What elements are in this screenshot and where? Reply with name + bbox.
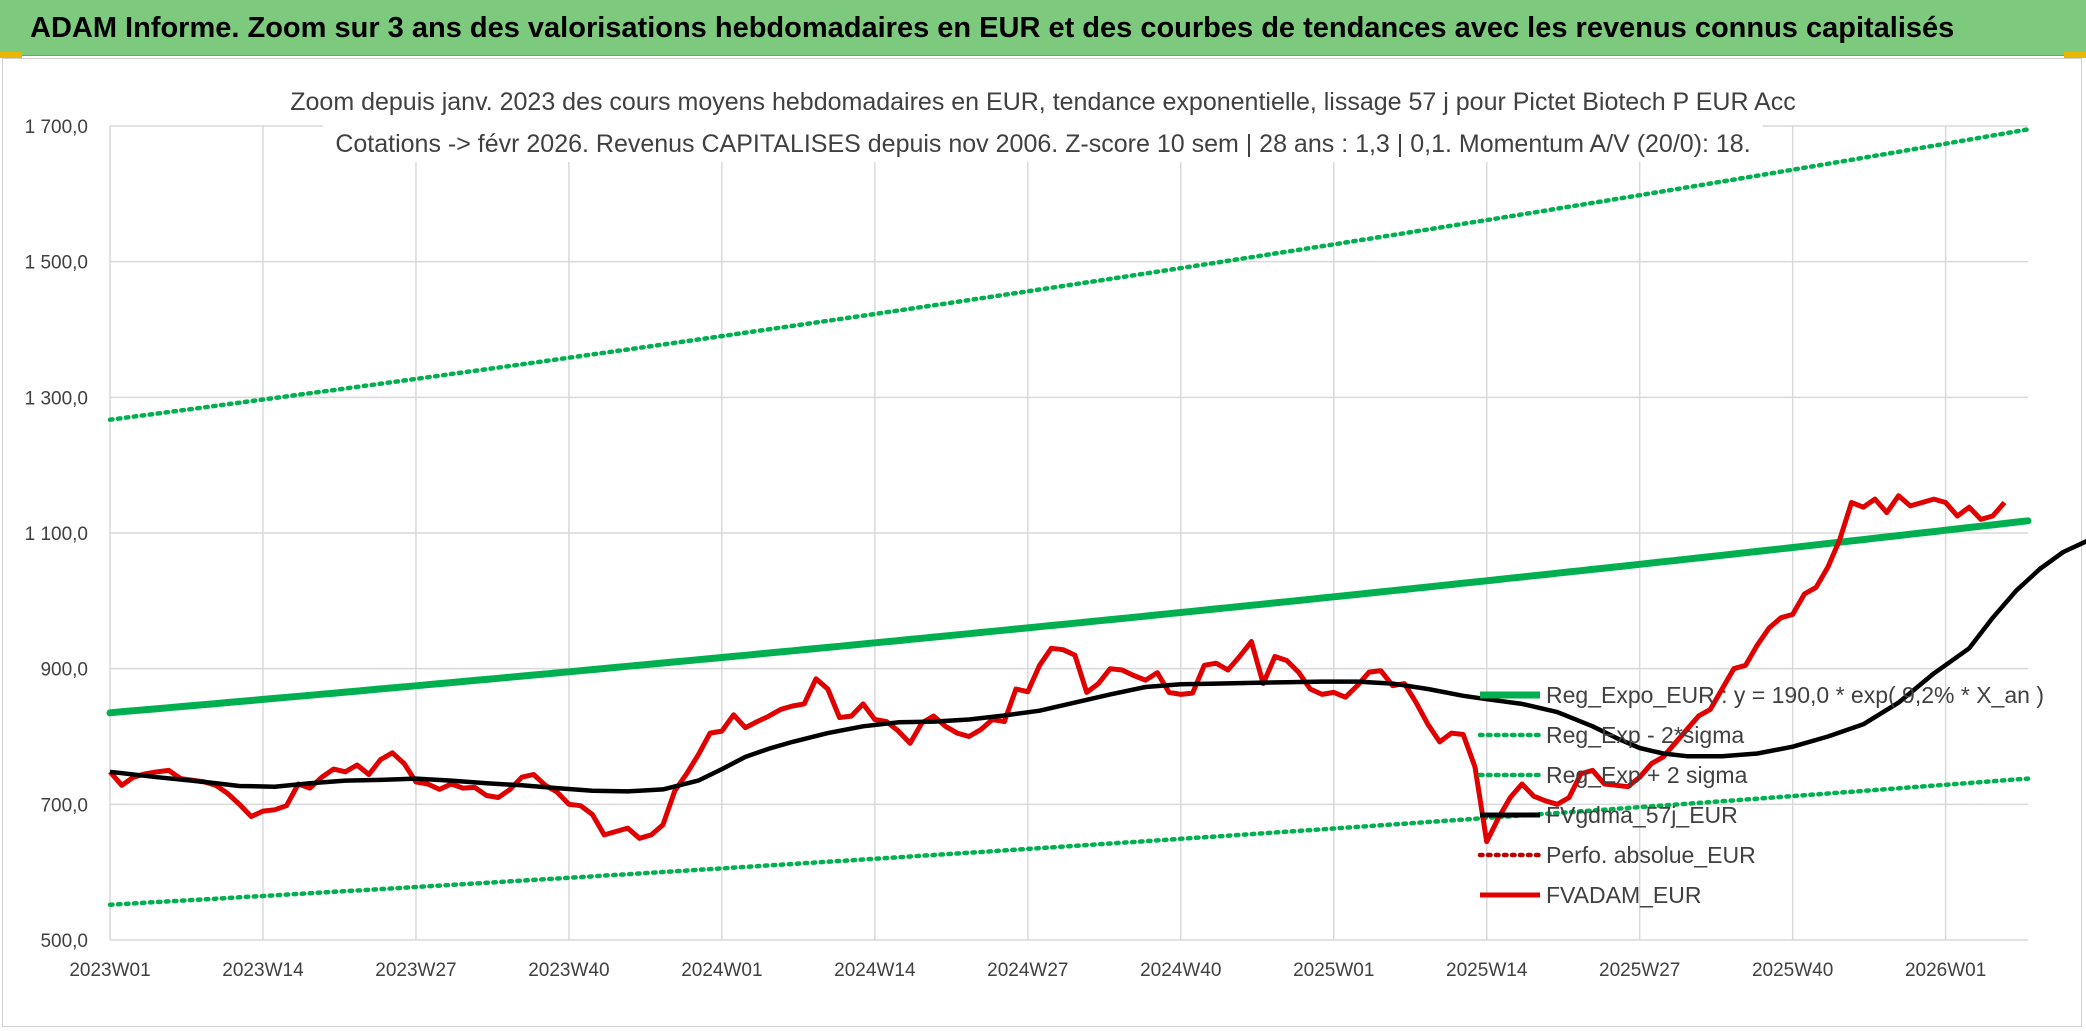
y-tick-label: 1 300,0 [25, 388, 88, 409]
legend-label-reg_expo: Reg_Expo_EUR : y = 190,0 * exp( 9,2% * X… [1546, 682, 2044, 708]
series-line-fvadam [108, 493, 2007, 845]
legend-label-perfo: Perfo. absolue_EUR [1546, 842, 1756, 868]
chart-title-line: Zoom depuis janv. 2023 des cours moyens … [290, 88, 1796, 116]
series-line-upper [107, 127, 2031, 422]
y-tick-label: 1 700,0 [25, 117, 88, 138]
x-tick-label: 2024W14 [834, 960, 916, 981]
legend-label-lower: Reg_Exp - 2*sigma [1546, 722, 1744, 748]
y-axis: 500,0 700,0 900,0 1 100,0 1 300,0 1 500,0 1 70… [25, 117, 88, 952]
series-line-fvgdma [109, 538, 2086, 794]
legend: Reg_Expo_EUR : y = 190,0 * exp( 9,2% * X… [1477, 682, 2044, 908]
chart-title-bg [323, 122, 1763, 162]
x-tick-label: 2024W01 [681, 960, 762, 981]
report-banner: ADAM Informe. Zoom sur 3 ans des valoris… [0, 0, 2086, 56]
y-tick-label: 900,0 [40, 660, 88, 681]
x-tick-label: 2025W01 [1293, 960, 1374, 981]
x-axis: 2023W01 2023W14 2023W27 2023W40 2024W01 2024W… [69, 960, 1986, 981]
x-tick-label: 2025W40 [1752, 960, 1833, 981]
x-tick-label: 2023W14 [222, 960, 304, 981]
x-tick-label: 2025W14 [1446, 960, 1528, 981]
y-tick-label: 1 100,0 [25, 524, 88, 545]
series-layer [106, 127, 2086, 907]
x-tick-label: 2024W27 [987, 960, 1068, 981]
legend-label-fvadam: FVADAM_EUR [1546, 882, 1702, 908]
chart-title-line: Cotations -> févr 2026. Revenus CAPITALI… [335, 130, 1750, 158]
y-tick-label: 500,0 [40, 931, 88, 952]
x-tick-label: 2026W01 [1905, 960, 1986, 981]
legend-label-fvgdma: FVgdma_57j_EUR [1546, 802, 1738, 828]
chart-title: Zoom depuis janv. 2023 des cours moyens … [278, 80, 1808, 162]
chart-title-bg [278, 80, 1808, 120]
x-tick-label: 2025W27 [1599, 960, 1680, 981]
report-banner-title: ADAM Informe. Zoom sur 3 ans des valoris… [30, 12, 1955, 44]
y-tick-label: 1 500,0 [25, 253, 88, 274]
series-line-reg_expo [106, 517, 2032, 717]
corner-marker-right [2064, 52, 2086, 58]
corner-marker-left [0, 52, 22, 58]
gridlines [109, 125, 2028, 941]
x-tick-label: 2023W27 [375, 960, 456, 981]
x-tick-label: 2023W01 [69, 960, 150, 981]
x-tick-label: 2024W40 [1140, 960, 1221, 981]
y-tick-label: 700,0 [40, 795, 88, 816]
legend-label-upper: Reg_Exp + 2 sigma [1546, 762, 1748, 788]
series-line-lower [107, 776, 2031, 907]
x-tick-label: 2023W40 [528, 960, 609, 981]
